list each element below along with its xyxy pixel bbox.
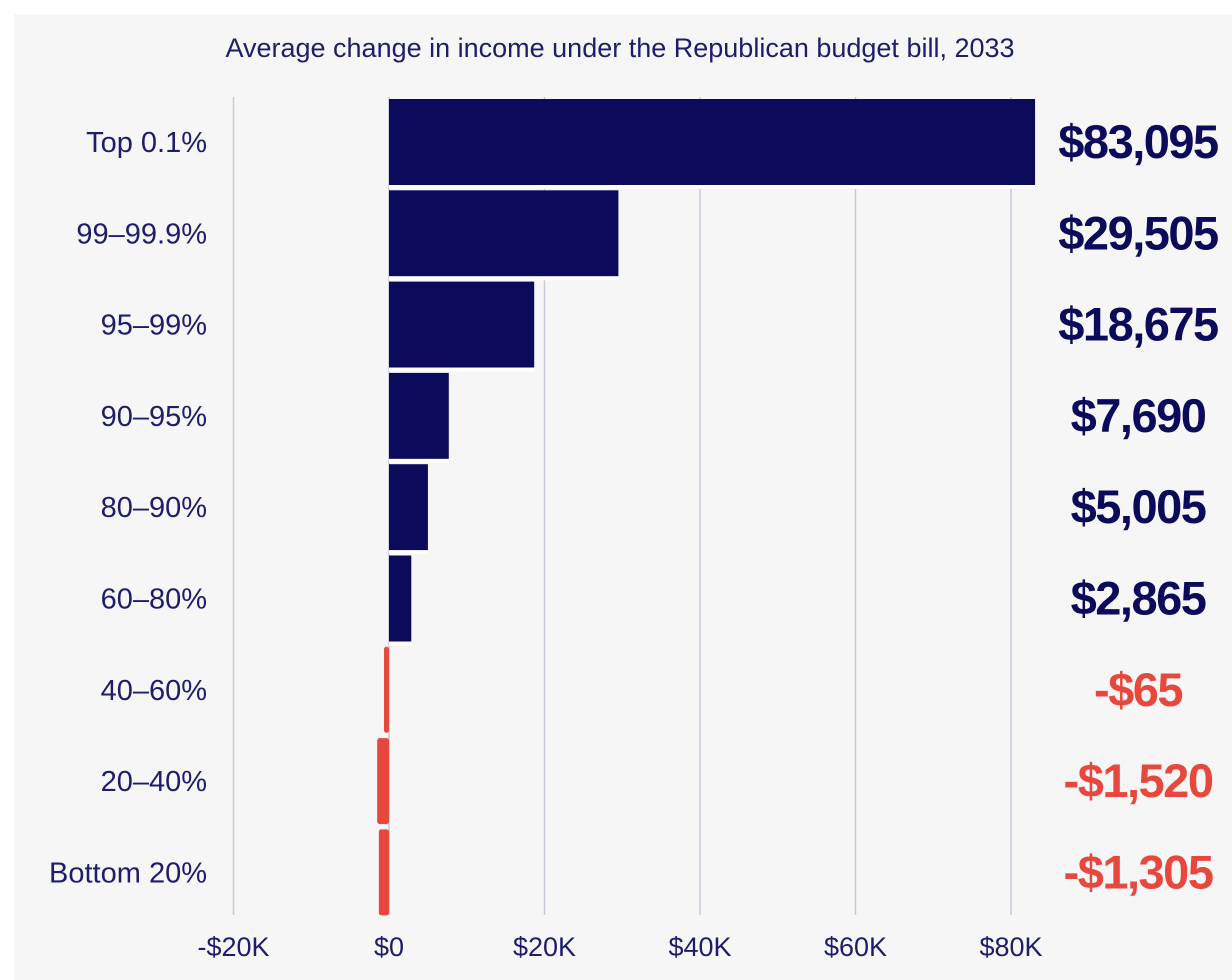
bar	[389, 190, 619, 277]
bar	[389, 464, 428, 551]
value-label: $83,095	[1058, 115, 1218, 168]
bar	[378, 829, 389, 916]
bar-gap	[389, 458, 449, 463]
bar-gap	[389, 185, 1036, 189]
value-label: $5,005	[1071, 480, 1206, 533]
value-label: $2,865	[1071, 572, 1206, 625]
x-axis-tick-labels: -$20K $0 $20K $40K $60K $80K	[197, 932, 1042, 962]
bar	[389, 372, 449, 459]
bar	[377, 738, 389, 825]
value-label: $7,690	[1071, 389, 1206, 442]
x-tick-label: $0	[374, 932, 404, 962]
value-label: -$1,520	[1064, 754, 1213, 807]
bar-gap	[389, 367, 535, 372]
bars	[377, 99, 1036, 916]
x-tick-label: -$20K	[197, 932, 269, 962]
x-tick-label: $40K	[668, 932, 731, 962]
bar-gap	[389, 641, 412, 646]
value-label: $29,505	[1058, 206, 1218, 259]
category-label: 99–99.9%	[76, 218, 207, 250]
category-label: 90–95%	[101, 401, 207, 433]
value-label: -$65	[1094, 663, 1182, 716]
value-label: -$1,305	[1064, 845, 1213, 898]
category-label: 60–80%	[101, 584, 207, 616]
chart-title: Average change in income under the Repub…	[225, 33, 1014, 63]
bar	[389, 99, 1036, 185]
bar	[384, 646, 389, 733]
x-tick-label: $80K	[979, 932, 1042, 962]
value-label: $18,675	[1058, 298, 1218, 351]
x-tick-label: $20K	[513, 932, 576, 962]
category-labels: Top 0.1% 99–99.9% 95–99% 90–95% 80–90% 60–80%…	[49, 127, 207, 889]
category-label: Bottom 20%	[49, 857, 207, 889]
bar	[389, 281, 535, 368]
bar-gap	[389, 550, 428, 555]
value-labels: $83,095 $29,505 $18,675 $7,690 $5,005 $2,865 -…	[1058, 115, 1219, 898]
bar-gap	[389, 276, 619, 281]
category-label: 20–40%	[101, 766, 207, 798]
category-label: 80–90%	[101, 492, 207, 524]
x-tick-label: $60K	[824, 932, 887, 962]
bar	[389, 555, 412, 642]
category-label: Top 0.1%	[86, 127, 207, 159]
category-label: 95–99%	[101, 310, 207, 342]
category-label: 40–60%	[101, 675, 207, 707]
gridlines	[232, 97, 1012, 915]
